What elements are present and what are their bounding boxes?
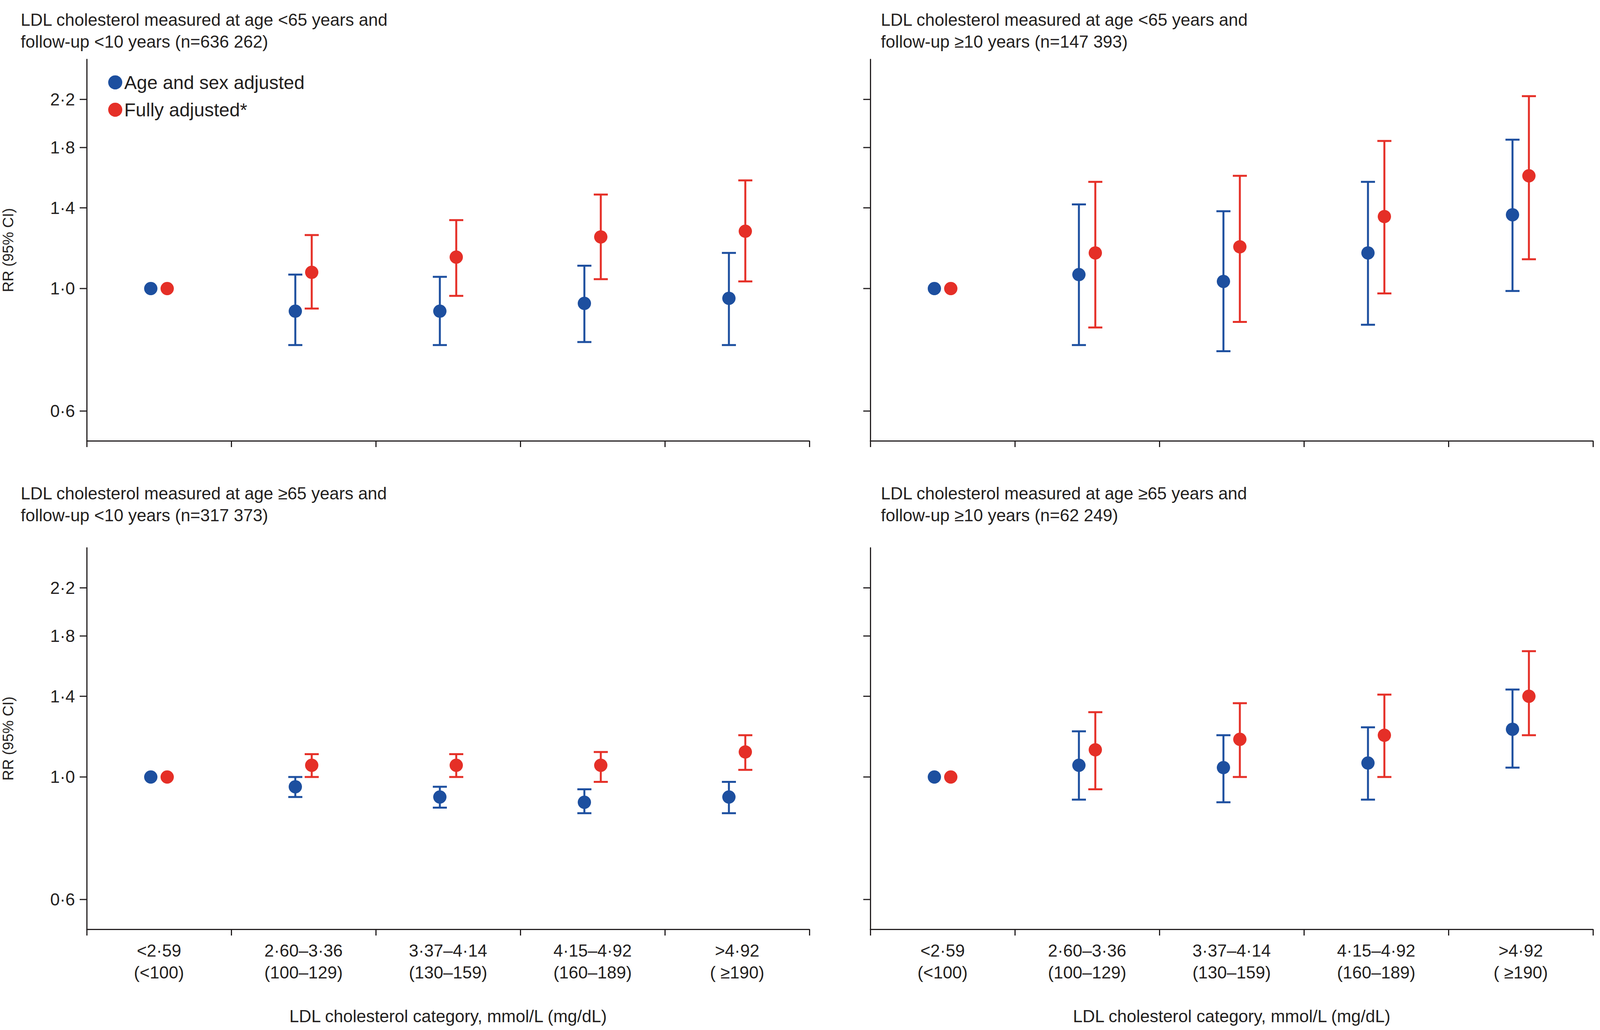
svg-text:0·6: 0·6 bbox=[50, 890, 75, 910]
svg-text:(100–129): (100–129) bbox=[1048, 963, 1127, 983]
svg-text:(130–159): (130–159) bbox=[1192, 963, 1272, 983]
svg-text:follow-up <10 years (n=317 373: follow-up <10 years (n=317 373) bbox=[20, 505, 269, 525]
svg-text:2·2: 2·2 bbox=[50, 578, 75, 598]
svg-text:0·6: 0·6 bbox=[50, 401, 75, 421]
svg-text:<2·59: <2·59 bbox=[920, 941, 965, 961]
svg-text:4·15–4·92: 4·15–4·92 bbox=[553, 941, 633, 961]
svg-text:1·0: 1·0 bbox=[50, 278, 75, 299]
svg-text:1·8: 1·8 bbox=[50, 137, 75, 158]
svg-text:follow-up ≥10 years (n=147 393: follow-up ≥10 years (n=147 393) bbox=[880, 32, 1128, 52]
svg-text:LDL cholesterol category, mmol: LDL cholesterol category, mmol/L (mg/dL) bbox=[289, 1007, 608, 1027]
svg-text:LDL cholesterol category, mmol: LDL cholesterol category, mmol/L (mg/dL) bbox=[1073, 1007, 1391, 1027]
svg-text:( ≥190): ( ≥190) bbox=[1493, 963, 1548, 983]
svg-text:3·37–4·14: 3·37–4·14 bbox=[1192, 941, 1272, 961]
svg-text:follow-up ≥10 years (n=62 249): follow-up ≥10 years (n=62 249) bbox=[880, 505, 1119, 525]
svg-text:2·60–3·36: 2·60–3·36 bbox=[1048, 941, 1127, 961]
svg-text:( ≥190): ( ≥190) bbox=[709, 963, 765, 983]
svg-text:RR (95% CI): RR (95% CI) bbox=[0, 208, 17, 293]
svg-text:(<100): (<100) bbox=[133, 963, 184, 983]
svg-text:LDL cholesterol measured at ag: LDL cholesterol measured at age ≥65 year… bbox=[20, 483, 387, 504]
svg-text:(100–129): (100–129) bbox=[264, 963, 343, 983]
svg-text:1·4: 1·4 bbox=[50, 198, 75, 218]
svg-text:(130–159): (130–159) bbox=[408, 963, 488, 983]
svg-text:(160–189): (160–189) bbox=[553, 963, 633, 983]
svg-text:3·37–4·14: 3·37–4·14 bbox=[408, 941, 488, 961]
svg-text:Fully adjusted*: Fully adjusted* bbox=[124, 99, 248, 121]
svg-text:2·2: 2·2 bbox=[50, 89, 75, 109]
svg-text:1·8: 1·8 bbox=[50, 626, 75, 646]
svg-text:RR (95% CI): RR (95% CI) bbox=[0, 696, 17, 781]
svg-text:2·60–3·36: 2·60–3·36 bbox=[264, 941, 343, 961]
svg-text:>4·92: >4·92 bbox=[1498, 941, 1543, 961]
svg-text:LDL cholesterol measured at ag: LDL cholesterol measured at age <65 year… bbox=[880, 10, 1248, 30]
svg-text:Age and sex adjusted: Age and sex adjusted bbox=[124, 72, 305, 93]
svg-text:LDL cholesterol measured at ag: LDL cholesterol measured at age ≥65 year… bbox=[880, 483, 1247, 504]
svg-text:follow-up <10 years (n=636 262: follow-up <10 years (n=636 262) bbox=[20, 32, 269, 52]
svg-text:<2·59: <2·59 bbox=[136, 941, 182, 961]
svg-text:1·0: 1·0 bbox=[50, 767, 75, 787]
svg-text:4·15–4·92: 4·15–4·92 bbox=[1337, 941, 1416, 961]
svg-text:(<100): (<100) bbox=[917, 963, 968, 983]
svg-text:LDL cholesterol measured at ag: LDL cholesterol measured at age <65 year… bbox=[20, 10, 388, 30]
svg-text:(160–189): (160–189) bbox=[1337, 963, 1416, 983]
svg-text:1·4: 1·4 bbox=[50, 687, 75, 707]
svg-text:>4·92: >4·92 bbox=[714, 941, 760, 961]
